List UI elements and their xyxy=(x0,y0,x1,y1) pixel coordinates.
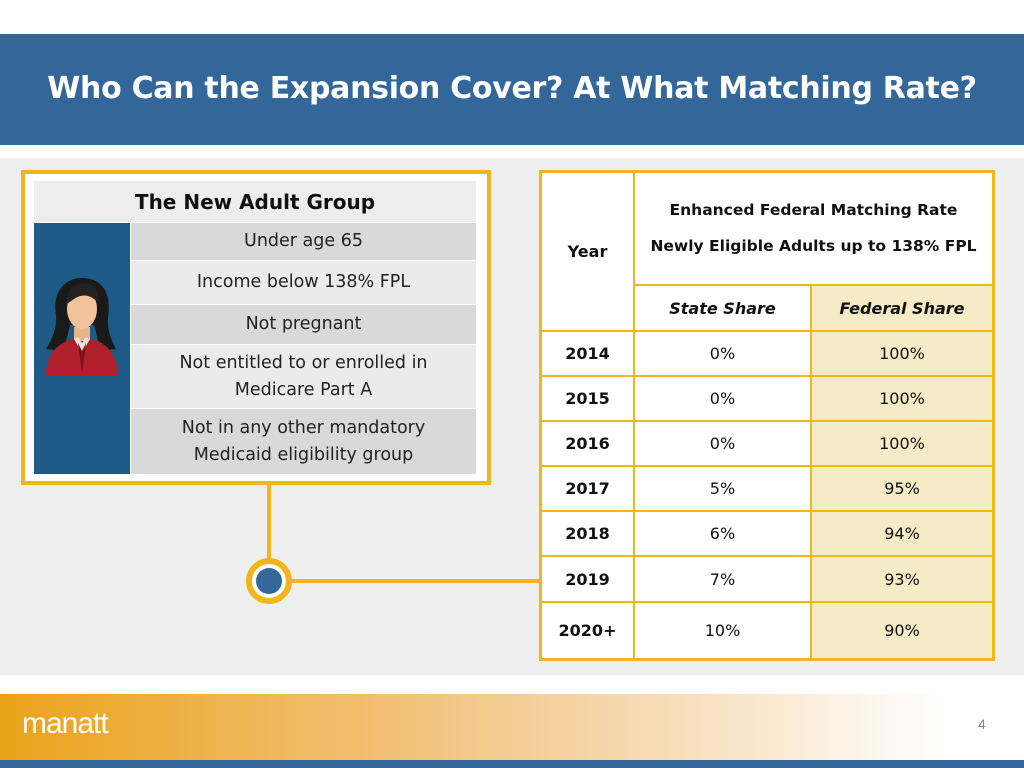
criteria-text: Under age 65 xyxy=(244,231,363,251)
state-share-cell: 0% xyxy=(709,389,736,408)
avatar-panel xyxy=(34,223,130,474)
newly-eligible-header: Newly Eligible Adults up to 138% FPL xyxy=(650,237,977,255)
criteria-row: Not pregnant xyxy=(131,305,476,344)
federal-share-cell: 100% xyxy=(879,434,925,453)
page-number: 4 xyxy=(978,716,986,732)
criteria-text: Not entitled to or enrolled in Medicare … xyxy=(179,352,428,400)
footer-bottom-stripe xyxy=(0,760,1024,768)
federal-share-cell: 100% xyxy=(879,344,925,363)
year-cell: 2014 xyxy=(565,344,610,363)
connector-line-horizontal xyxy=(289,579,542,583)
criteria-text: Not in any other mandatory Medicaid elig… xyxy=(181,417,426,465)
adult-group-title: The New Adult Group xyxy=(34,181,476,222)
slide-title: Who Can the Expansion Cover? At What Mat… xyxy=(47,71,977,106)
federal-share-cell: 95% xyxy=(884,479,920,498)
connector-line-vertical xyxy=(267,485,271,565)
footer-bar xyxy=(0,694,1024,760)
federal-share-cell: 100% xyxy=(879,389,925,408)
federal-share-header: Federal Share xyxy=(839,298,965,318)
year-header: Year xyxy=(567,242,608,261)
state-share-cell: 7% xyxy=(709,569,736,589)
year-cell: 2018 xyxy=(565,524,610,543)
year-cell: 2019 xyxy=(565,569,610,589)
matching-rate-header: Enhanced Federal Matching Rate xyxy=(669,201,958,219)
criteria-row: Not entitled to or enrolled in Medicare … xyxy=(131,345,476,408)
year-cell: 2017 xyxy=(565,479,610,498)
federal-share-cell: 90% xyxy=(884,621,920,640)
state-share-cell: 6% xyxy=(709,524,736,543)
state-share-cell: 0% xyxy=(709,434,736,453)
matching-rate-table: Year Enhanced Federal Matching Rate Newl… xyxy=(539,170,995,661)
criteria-text: Not pregnant xyxy=(245,314,362,334)
criteria-row: Income below 138% FPL xyxy=(131,261,476,304)
federal-share-cell: 94% xyxy=(884,524,920,543)
criteria-row: Not in any other mandatory Medicaid elig… xyxy=(131,409,476,474)
woman-avatar-icon xyxy=(46,278,118,375)
year-cell: 2015 xyxy=(565,389,610,408)
state-share-cell: 10% xyxy=(704,621,741,640)
state-share-cell: 0% xyxy=(709,344,736,363)
year-cell: 2016 xyxy=(565,434,610,453)
federal-column-fill xyxy=(812,286,992,658)
connector-node-icon xyxy=(246,558,292,604)
state-share-cell: 5% xyxy=(709,479,736,498)
title-bar: Who Can the Expansion Cover? At What Mat… xyxy=(0,34,1024,145)
criteria-row: Under age 65 xyxy=(131,223,476,260)
criteria-text: Income below 138% FPL xyxy=(196,272,411,292)
manatt-logo: manatt xyxy=(22,707,109,740)
year-cell: 2020+ xyxy=(558,621,617,640)
federal-share-cell: 93% xyxy=(884,569,920,589)
state-share-header: State Share xyxy=(669,298,776,318)
